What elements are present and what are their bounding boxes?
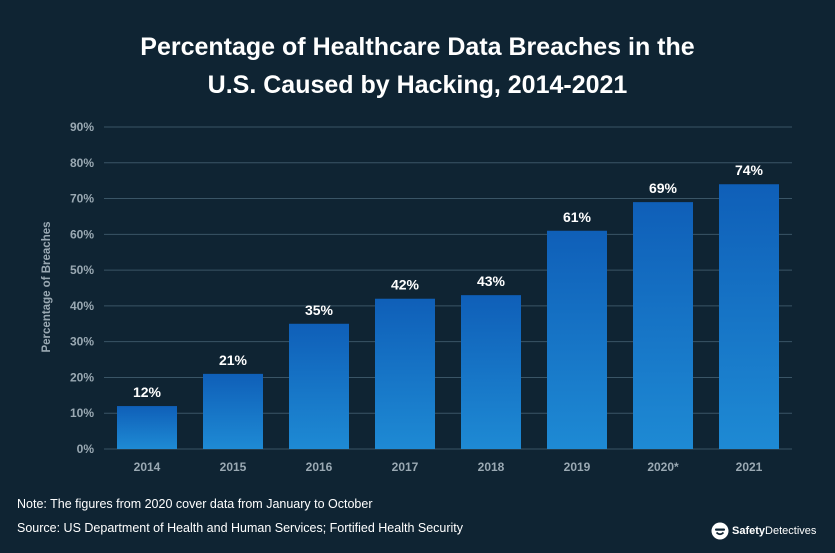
brand-logo: Safety Detectives [711,520,816,542]
data-label: 61% [563,209,592,225]
x-tick-label: 2016 [306,460,333,474]
bar-2019 [547,230,607,449]
brand-suffix: Detectives [765,525,817,537]
bars [117,184,779,449]
bar-2018 [461,295,521,449]
chart-title-line-1: Percentage of Healthcare Data Breaches i… [140,33,695,61]
data-labels: 12% 21% 35% 42% 43% 61% 69% 74% [133,162,764,400]
y-tick-label: 50% [70,263,94,277]
data-label: 74% [735,162,764,178]
x-tick-label: 2015 [220,460,247,474]
bar-2021 [719,184,779,449]
bar-2020* [633,202,693,449]
bar-2017 [375,298,435,449]
data-label: 69% [649,180,678,196]
data-label: 43% [477,273,506,289]
bar-2014 [117,406,177,449]
footer-source: Source: US Department of Health and Huma… [17,521,464,535]
y-axis-ticks: 0% 10% 20% 30% 40% 50% 60% 70% 80% 90% [70,120,94,456]
bar-2016 [289,323,349,449]
x-tick-label: 2019 [564,460,591,474]
data-label: 42% [391,277,420,293]
bar-2015 [203,373,263,449]
footer-note: Note: The figures from 2020 cover data f… [17,497,373,511]
data-label: 12% [133,384,162,400]
x-axis-ticks: 2014 2015 2016 2017 2018 2019 2020* 2021 [134,460,763,474]
y-tick-label: 80% [70,156,94,170]
y-tick-label: 30% [70,335,94,349]
brand-prefix: Safety [732,525,766,537]
y-tick-label: 40% [70,299,94,313]
chart-title-line-2: U.S. Caused by Hacking, 2014-2021 [207,71,628,99]
data-label: 35% [305,302,334,318]
y-tick-label: 20% [70,370,94,384]
chart-title: Percentage of Healthcare Data Breaches i… [0,28,835,104]
x-tick-label: 2020* [647,460,679,474]
y-axis-label: Percentage of Breaches [41,221,53,352]
y-tick-label: 70% [70,192,94,206]
x-tick-label: 2018 [478,460,505,474]
x-tick-label: 2014 [134,460,161,474]
y-tick-label: 60% [70,227,94,241]
y-tick-label: 0% [77,442,95,456]
y-tick-label: 10% [70,406,94,420]
x-tick-label: 2017 [392,460,419,474]
data-label: 21% [219,352,248,368]
x-tick-label: 2021 [736,460,763,474]
safetydetectives-logo-icon [711,522,729,540]
y-tick-label: 90% [70,120,94,134]
